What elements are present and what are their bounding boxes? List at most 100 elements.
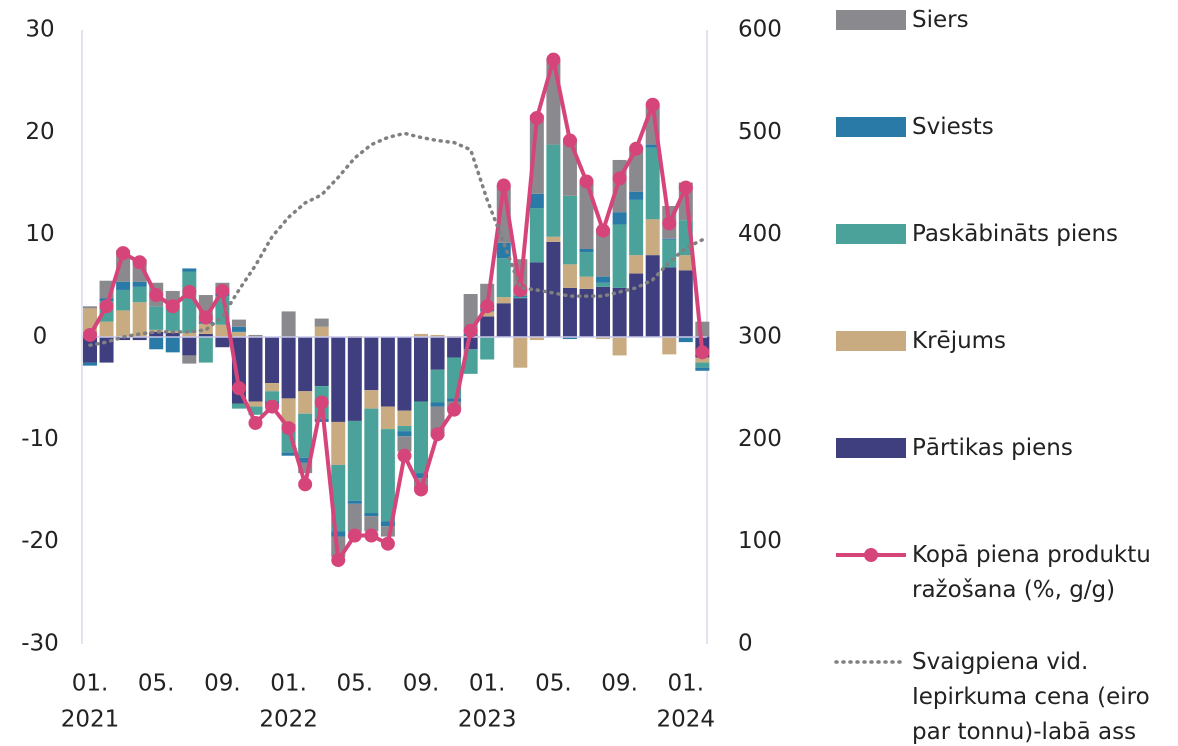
bar-segment [529,262,544,337]
bar-segment [281,452,296,456]
price-line [88,131,705,347]
bar-segment [662,238,677,240]
bar-segment [364,337,379,391]
bar-segment [397,431,412,437]
total-marker [397,448,412,463]
bar-segment [529,208,544,263]
bar-segment [629,255,644,274]
x-year-label: 2024 [657,707,716,733]
bar-segment [695,367,710,371]
bar-segment [149,329,164,332]
legend-label: Pārtikas piens [912,434,1073,461]
bar-segment [496,303,511,337]
bar-segment [182,268,197,272]
bar-segment [248,334,263,337]
bar-segment [678,270,693,337]
total-marker [645,97,660,112]
bar-segment [397,436,412,452]
x-tick-label: 05. [535,671,572,697]
bar-segment [562,287,577,337]
bar-segment [380,521,395,527]
bar-segment [562,264,577,288]
legend-swatch [836,438,906,458]
total-marker [165,299,180,314]
total-marker [99,299,114,314]
bar-segment [612,212,627,225]
bar-segment [513,298,528,337]
x-tick-label: 09. [601,671,638,697]
total-marker [231,381,246,396]
x-tick-label: 09. [204,671,241,697]
legend-label: Kopā piena produktu ražošana (%, g/g) [912,541,1151,603]
bar-segment [596,282,611,287]
bar-segment [480,316,495,337]
x-tick-label: 01. [469,671,506,697]
total-marker [116,246,131,261]
bar-segment [331,531,346,537]
bar-segment [231,319,246,327]
bar-segment [529,337,544,341]
bar-segment [347,420,362,501]
bar-segment [612,287,627,337]
bar-segment [182,355,197,364]
total-marker [364,528,379,543]
bar-segment [480,337,495,360]
bar-segment [397,426,412,432]
y-tick-label: 10 [25,221,54,247]
bar-segment [513,337,528,368]
bar-segment [265,337,280,384]
bar-segment [298,462,313,474]
legend-marker [864,548,878,562]
bar-segment [380,337,395,407]
legend-label: Krējums [912,327,1007,354]
bar-segment [579,248,594,253]
bar-segment [83,362,97,366]
y2-tick-label: 300 [738,324,782,350]
legend-label: Svaigpiena vid. Iepirkuma cena (eiro par… [912,648,1150,745]
total-marker [546,52,561,67]
total-marker [198,310,213,325]
total-marker [132,255,147,270]
y2-tick-label: 600 [738,17,782,43]
x-year-label: 2023 [458,707,517,733]
total-marker [314,395,329,410]
bar-segment [496,242,511,259]
bar-segment [562,195,577,265]
bar-segment [248,337,263,402]
bar-segment [414,473,428,479]
total-marker [695,345,710,360]
total-marker [265,399,280,414]
bar-segment [397,337,412,411]
bar-segment [546,144,561,237]
bar-segment [579,181,594,249]
bar-segment [364,516,379,532]
bar-segment [149,331,164,337]
legend-swatch [836,331,906,351]
total-marker [579,174,594,189]
bar-segment [116,337,131,341]
bar-segment [645,219,660,256]
bar-segment [331,337,346,422]
bar-segment [414,401,428,474]
x-tick-label: 01. [270,671,307,697]
bar-segment [562,337,577,340]
total-marker [248,415,263,430]
total-marker [331,553,346,568]
total-marker [447,402,462,417]
total-marker [629,141,644,156]
y-tick-label: -10 [21,426,59,452]
bar-segment [414,333,428,337]
y-tick-label: 20 [25,119,54,145]
bar-segment [430,337,445,370]
bar-segment [629,148,644,192]
bar-segment [579,288,594,337]
bar-segment [380,526,395,537]
bar-segment [314,318,329,327]
bar-segment [496,258,511,298]
bar-segment [380,406,395,430]
bar-segment [149,306,164,330]
x-tick-label: 01. [668,671,705,697]
bar-segment [298,413,313,458]
bar-segment [645,147,660,220]
bar-segment [347,337,362,421]
